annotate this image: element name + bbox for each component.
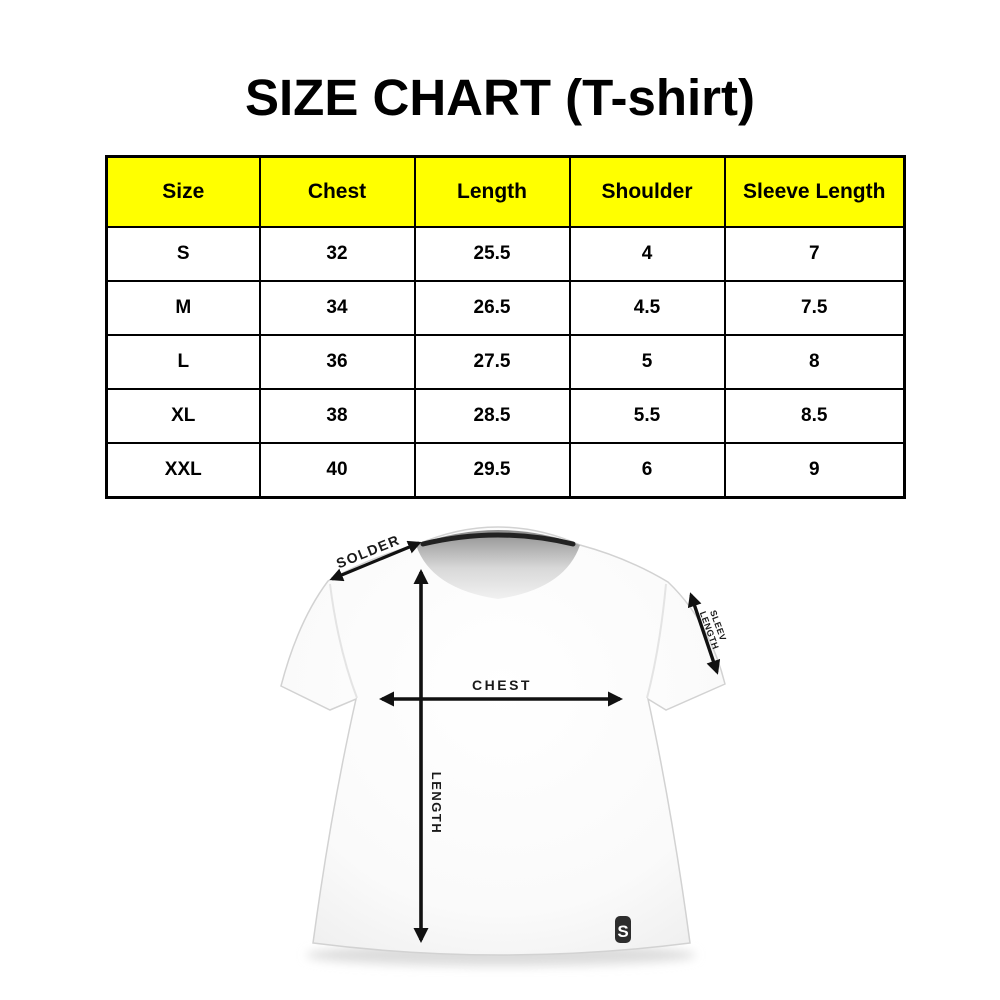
table-row: XL 38 28.5 5.5 8.5 — [105, 388, 906, 444]
table-cell: 4.5 — [568, 280, 726, 336]
table-cell: 40 — [258, 442, 416, 499]
table-cell: 5 — [568, 334, 726, 390]
table-row: S 32 25.5 4 7 — [105, 226, 906, 282]
header-cell-size: Size — [105, 155, 261, 228]
header-cell-length: Length — [413, 155, 571, 228]
table-cell: 7.5 — [723, 280, 906, 336]
tshirt-measurement-diagram: S SOLDER CHEST LENGTH SLEEV LENGTH — [276, 518, 742, 990]
tshirt-body — [280, 526, 726, 956]
header-cell-sleeve-length: Sleeve Length — [723, 155, 906, 228]
table-cell: XL — [105, 388, 261, 444]
header-cell-chest: Chest — [258, 155, 416, 228]
length-label: LENGTH — [429, 772, 444, 834]
table-cell: 4 — [568, 226, 726, 282]
table-cell: M — [105, 280, 261, 336]
table-cell: 7 — [723, 226, 906, 282]
table-header-row: Size Chest Length Shoulder Sleeve Length — [105, 155, 906, 228]
table-row: L 36 27.5 5 8 — [105, 334, 906, 390]
table-cell: L — [105, 334, 261, 390]
table-cell: 8.5 — [723, 388, 906, 444]
brand-logo-letter: S — [617, 922, 628, 941]
size-table: Size Chest Length Shoulder Sleeve Length… — [105, 155, 906, 499]
table-cell: 34 — [258, 280, 416, 336]
table-cell: 6 — [568, 442, 726, 499]
table-cell: 29.5 — [413, 442, 571, 499]
table-row: M 34 26.5 4.5 7.5 — [105, 280, 906, 336]
sleeve-measure-arrow — [687, 592, 721, 675]
table-cell: 32 — [258, 226, 416, 282]
table-row: XXL 40 29.5 6 9 — [105, 442, 906, 499]
table-cell: 5.5 — [568, 388, 726, 444]
tshirt-illustration: S SOLDER CHEST LENGTH SLEEV LENGTH — [280, 526, 728, 966]
table-cell: XXL — [105, 442, 261, 499]
sleeve-seam-left — [329, 583, 358, 699]
table-cell: 26.5 — [413, 280, 571, 336]
header-cell-shoulder: Shoulder — [568, 155, 726, 228]
table-cell: 36 — [258, 334, 416, 390]
page-title: SIZE CHART (T-shirt) — [245, 69, 755, 126]
table-cell: 25.5 — [413, 226, 571, 282]
chest-label: CHEST — [472, 677, 532, 693]
brand-logo-tag: S — [615, 916, 631, 943]
table-cell: 27.5 — [413, 334, 571, 390]
table-cell: 38 — [258, 388, 416, 444]
collar-trim — [420, 532, 576, 547]
table-cell: S — [105, 226, 261, 282]
neck-opening — [416, 530, 580, 599]
table-cell: 9 — [723, 442, 906, 499]
shoulder-measure-arrow — [329, 540, 422, 582]
sleeve-seam-right — [646, 583, 667, 699]
table-cell: 28.5 — [413, 388, 571, 444]
table-cell: 8 — [723, 334, 906, 390]
